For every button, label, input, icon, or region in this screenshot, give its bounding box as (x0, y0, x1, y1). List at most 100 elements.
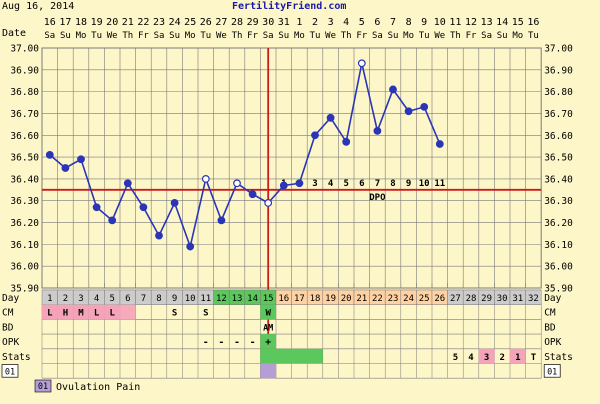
date-label: 22 (137, 17, 149, 28)
temperature-point (357, 59, 366, 68)
cycle-day-label: 23 (388, 294, 399, 304)
date-heading: Aug 16, 2014 (2, 1, 75, 12)
date-label: 31 (278, 17, 290, 28)
site-title[interactable]: FertilityFriend.com (232, 1, 347, 12)
stats-value: 5 (453, 353, 458, 363)
stats-fertile-block (260, 348, 323, 364)
opk-value: - (234, 337, 240, 348)
weekday-label: Sa (44, 31, 55, 41)
cm-value: L (94, 309, 100, 319)
weekday-label: Mo (403, 31, 414, 41)
weekday-label: Mo (76, 31, 87, 41)
weekday-label: Mo (294, 31, 305, 41)
date-label: 18 (75, 17, 87, 28)
temperature-point (264, 199, 273, 207)
date-label: 25 (184, 17, 196, 28)
cycle-day-label: 18 (310, 294, 321, 304)
temperature-point (123, 179, 132, 188)
dpo-text: DPO (369, 193, 386, 203)
temperature-point (326, 113, 335, 122)
y-tick-left: 36.00 (10, 262, 39, 273)
dpo-label: 9 (406, 179, 411, 189)
temperature-point (233, 179, 241, 188)
date-label: 20 (106, 17, 118, 28)
cm-cell (57, 304, 74, 320)
temperature-point (435, 140, 444, 148)
cycle-day-label: 1 (47, 294, 52, 304)
temperature-point (311, 131, 319, 140)
weekday-label: Fr (247, 31, 258, 41)
temperature-point (108, 216, 117, 225)
cycle-day-label: 11 (200, 294, 211, 304)
y-tick-left: 36.80 (10, 87, 39, 98)
y-tick-left: 35.90 (10, 284, 39, 295)
date-label: 14 (496, 17, 508, 28)
opk-value: + (265, 337, 271, 348)
weekday-label: Su (60, 31, 71, 41)
weekday-label: Tu (200, 31, 211, 41)
bd-value: AM (263, 323, 273, 333)
cycle-day-label: 25 (419, 294, 430, 304)
weekday-label: Fr (138, 31, 149, 41)
stats-value: 3 (484, 353, 489, 363)
opk-value: - (203, 337, 209, 348)
date-label: 3 (328, 17, 334, 28)
cycle-day-label: 5 (109, 294, 114, 304)
temperature-point (295, 179, 304, 188)
temperature-point (248, 190, 257, 199)
weekday-label: Th (232, 31, 243, 41)
dpo-label: 4 (328, 179, 334, 189)
y-tick-right: 36.30 (544, 196, 573, 207)
weekday-label: Tu (91, 31, 102, 41)
cycle-day-label: 6 (125, 294, 130, 304)
cycle-day-label: 3 (78, 294, 83, 304)
y-tick-right: 36.90 (544, 65, 573, 76)
weekday-label: Mo (512, 31, 523, 41)
stats-value: T (531, 353, 537, 363)
cycle-day-cell (525, 289, 542, 305)
opk-value: - (250, 337, 256, 348)
date-label: 7 (390, 17, 396, 28)
symptom-cell (260, 363, 276, 379)
dpo-label: 6 (359, 179, 364, 189)
symptom-code: 01 (5, 368, 15, 378)
date-label: 2 (312, 17, 318, 28)
temperature-point (155, 231, 163, 240)
weekday-label: We (107, 31, 118, 41)
opk-cell (260, 334, 276, 349)
cm-value: S (172, 309, 177, 319)
temperature-point (92, 203, 101, 212)
row-label-day: Day (2, 293, 19, 304)
dpo-label: 5 (343, 179, 348, 189)
y-tick-right: 36.80 (544, 87, 573, 98)
cm-value: M (78, 309, 84, 319)
y-tick-left: 36.50 (10, 153, 39, 164)
cycle-day-label: 13 (232, 294, 243, 304)
date-label: 12 (465, 17, 477, 28)
weekday-label: Tu (528, 31, 539, 41)
row-label-right-opk: OPK (544, 337, 561, 348)
date-label: 26 (200, 17, 212, 28)
weekday-label: Tu (310, 31, 321, 41)
row-label-right-cm: CM (544, 308, 556, 319)
y-tick-left: 36.60 (10, 131, 39, 142)
date-label: 1 (296, 17, 302, 28)
y-tick-right: 36.60 (544, 131, 573, 142)
dpo-label: 10 (419, 179, 430, 189)
cm-cell (42, 304, 58, 320)
cycle-day-label: 19 (325, 294, 336, 304)
cycle-day-label: 7 (141, 294, 146, 304)
weekday-label: We (434, 31, 445, 41)
opk-value: - (218, 337, 224, 348)
cm-cell (73, 304, 89, 320)
dpo-label: 3 (312, 179, 317, 189)
weekday-label: Th (341, 31, 352, 41)
cm-value: S (203, 309, 208, 319)
row-label-right-bd: BD (544, 322, 556, 333)
cm-cell (120, 304, 136, 320)
cycle-day-label: 12 (216, 294, 227, 304)
temperature-point (61, 164, 70, 172)
date-label: 6 (374, 17, 380, 28)
y-tick-right: 36.10 (544, 240, 573, 251)
cycle-day-label: 16 (278, 294, 289, 304)
